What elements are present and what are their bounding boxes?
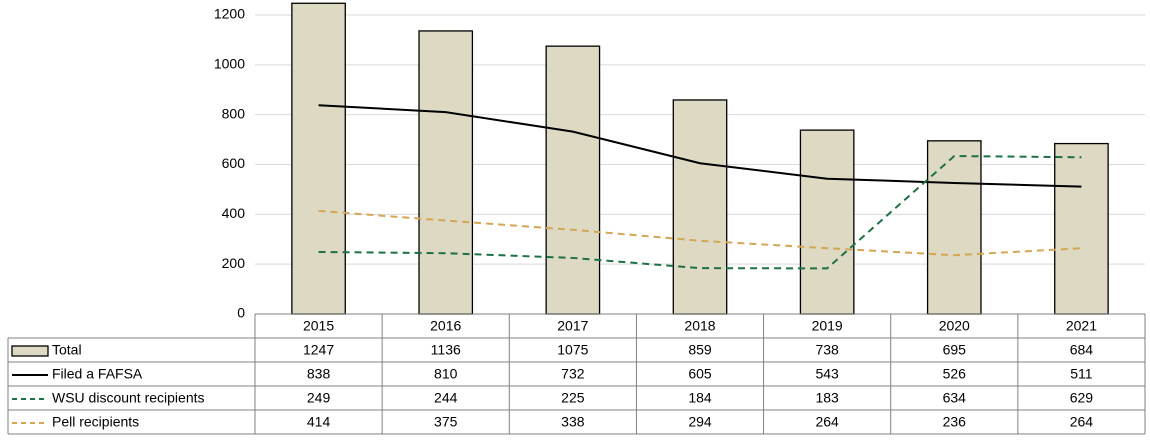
table-value: 225 [561, 390, 585, 406]
legend-label: WSU discount recipients [52, 390, 205, 406]
bar [545, 45, 601, 315]
table-value: 264 [815, 414, 839, 430]
y-tick-label: 400 [222, 205, 246, 221]
x-tick-label: 2021 [1066, 318, 1097, 334]
table-value: 732 [561, 366, 585, 382]
y-tick-label: 0 [237, 305, 245, 321]
table-value: 629 [1070, 390, 1094, 406]
legend-key [11, 345, 49, 357]
y-tick-label: 800 [222, 105, 246, 121]
table-value: 859 [688, 342, 712, 358]
bar [1054, 142, 1109, 315]
y-tick-label: 200 [222, 255, 246, 271]
table-value: 684 [1070, 342, 1094, 358]
bar [799, 129, 855, 315]
table-value: 375 [434, 414, 458, 430]
table-value: 338 [561, 414, 585, 430]
y-tick-label: 1000 [214, 56, 245, 72]
x-tick-label: 2016 [430, 318, 461, 334]
table-value: 236 [943, 414, 967, 430]
x-tick-label: 2015 [303, 318, 334, 334]
table-value: 1247 [303, 342, 334, 358]
y-tick-label: 600 [222, 155, 246, 171]
x-tick-label: 2020 [939, 318, 970, 334]
table-value: 738 [815, 342, 839, 358]
table-value: 184 [688, 390, 712, 406]
table-value: 695 [943, 342, 967, 358]
bar [418, 30, 474, 315]
bar [926, 140, 982, 315]
table-value: 511 [1070, 366, 1093, 382]
y-tick-label: 1200 [214, 6, 245, 22]
table-value: 526 [943, 366, 967, 382]
line [318, 104, 1082, 188]
table-value: 183 [815, 390, 839, 406]
line [318, 155, 1082, 270]
table-value: 1136 [431, 342, 461, 358]
table-value: 605 [688, 366, 712, 382]
table-value: 810 [434, 366, 458, 382]
legend-label: Pell recipients [52, 414, 139, 430]
table-value: 249 [307, 390, 331, 406]
legend-label: Filed a FAFSA [52, 366, 143, 382]
table-value: 294 [688, 414, 712, 430]
table-value: 634 [943, 390, 967, 406]
bar [672, 99, 728, 315]
table-value: 244 [434, 390, 458, 406]
line [318, 209, 1082, 257]
bar [291, 2, 346, 315]
table-value: 838 [307, 366, 331, 382]
table-value: 264 [1070, 414, 1094, 430]
table-value: 414 [307, 414, 331, 430]
x-tick-label: 2017 [557, 318, 588, 334]
table-value: 543 [815, 366, 839, 382]
x-tick-label: 2019 [812, 318, 843, 334]
legend-label: Total [52, 342, 82, 358]
x-tick-label: 2018 [684, 318, 715, 334]
table-value: 1075 [557, 342, 588, 358]
